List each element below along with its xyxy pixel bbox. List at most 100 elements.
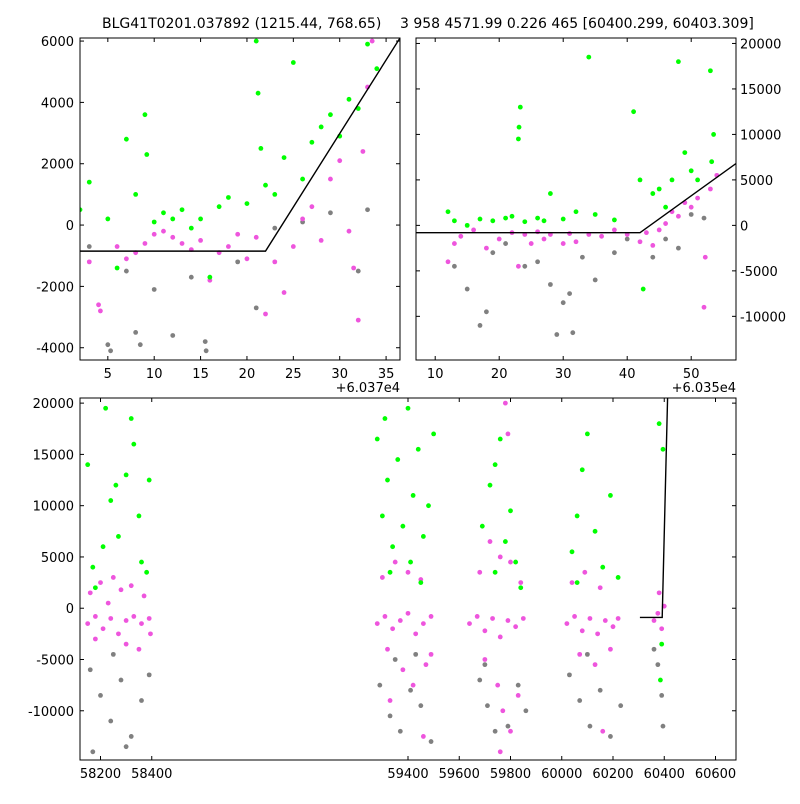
bottom-point-gray-15: [428, 739, 434, 744]
bottom-xtick-label-7: 60400: [644, 767, 685, 782]
top-left-point-green-19: [255, 90, 261, 96]
top-right-point-green-0: [445, 209, 451, 215]
top-right-point-magenta-26: [676, 213, 681, 219]
bottom-point-magenta-18: [128, 583, 134, 589]
bottom-point-magenta-2: [100, 626, 106, 632]
bottom-point-green-16: [379, 513, 385, 519]
bottom-point-magenta-64: [595, 631, 601, 637]
bottom-point-gray-11: [387, 713, 393, 719]
bottom-panel: 58200 58400 59400 59600 59800 60000 60200 60400…: [28, 397, 737, 782]
top-right-point-green-2: [464, 222, 470, 228]
bottom-point-green-27: [387, 569, 393, 575]
bottom-point-magenta-74: [600, 728, 606, 734]
top-left-point-gray-3: [123, 268, 129, 274]
top-right-point-green-27: [682, 150, 688, 156]
top-left-point-gray-15: [328, 210, 333, 216]
top-left-point-green-26: [309, 139, 315, 145]
top-left-point-green-10: [170, 216, 176, 222]
top-right-point-green-24: [663, 204, 668, 210]
top-left-point-magenta-3: [114, 244, 120, 249]
top-left-point-green-18: [253, 38, 259, 44]
bottom-point-magenta-9: [87, 590, 93, 596]
bottom-point-magenta-75: [651, 618, 657, 623]
bottom-ytick-label-6: 20000: [33, 397, 74, 412]
bottom-point-gray-25: [567, 672, 572, 678]
bottom-point-magenta-65: [602, 618, 608, 623]
top-left-point-magenta-0: [86, 259, 92, 265]
bottom-point-green-9: [103, 405, 109, 411]
bottom-point-magenta-4: [116, 631, 121, 637]
bottom-point-magenta-26: [420, 621, 426, 627]
top-right-point-magenta-10: [535, 229, 540, 235]
top-left-point-green-27: [318, 124, 324, 130]
bottom-point-green-22: [410, 493, 416, 498]
bottom-point-green-46: [608, 493, 613, 498]
top-right-point-magenta-23: [656, 227, 662, 233]
top-right-xtick-label-3: 40: [619, 367, 636, 382]
top-right-point-green-16: [586, 54, 592, 60]
top-right-point-magenta-20: [637, 239, 643, 245]
top-left-point-gray-7: [170, 333, 176, 338]
top-right-point-gray-18: [663, 236, 668, 242]
bottom-point-magenta-53: [495, 682, 501, 688]
top-right-point-gray-12: [570, 330, 576, 336]
top-right-point-magenta-15: [573, 239, 579, 245]
bottom-point-magenta-49: [497, 554, 503, 560]
top-right-xtick-label-0: 10: [427, 367, 444, 382]
bottom-point-magenta-44: [505, 618, 511, 623]
bottom-point-green-34: [497, 436, 503, 442]
top-left-point-magenta-33: [369, 38, 375, 44]
top-left-ytick-label-3: 2000: [41, 158, 74, 173]
top-left-point-gray-6: [151, 287, 157, 292]
top-left-point-gray-12: [253, 305, 259, 311]
top-left-point-green-22: [272, 192, 278, 197]
top-right-xtick-label-2: 30: [555, 367, 572, 382]
top-left-point-magenta-9: [170, 234, 176, 240]
bottom-plot-area: [85, 398, 669, 755]
bottom-point-magenta-76: [655, 610, 661, 616]
top-left-xtick-label-6: 35: [378, 367, 395, 382]
top-right-point-gray-16: [624, 236, 630, 242]
top-left-point-green-28: [328, 112, 333, 118]
top-right-point-gray-2: [477, 323, 483, 328]
bottom-ytick-label-4: 10000: [33, 500, 74, 515]
bottom-xtick-label-0: 58200: [80, 767, 121, 782]
bottom-point-magenta-35: [410, 682, 416, 688]
bottom-point-green-2: [100, 544, 106, 550]
top-right-point-green-15: [573, 209, 579, 215]
bottom-point-magenta-58: [505, 431, 511, 437]
top-right-point-green-6: [509, 213, 515, 219]
bottom-point-magenta-1: [92, 614, 98, 619]
bottom-point-green-8: [146, 477, 152, 483]
bottom-point-green-6: [131, 441, 137, 447]
bottom-point-magenta-28: [379, 575, 385, 580]
top-right-point-green-3: [477, 216, 483, 222]
bottom-point-magenta-32: [428, 651, 434, 657]
top-right-ytick-label-2: 0: [740, 219, 748, 234]
bottom-point-green-28: [408, 559, 413, 565]
top-right-point-green-19: [631, 109, 636, 115]
top-left-point-magenta-23: [300, 216, 306, 222]
top-left-point-gray-11: [235, 259, 241, 265]
top-left-point-magenta-10: [179, 241, 185, 246]
bottom-point-magenta-21: [382, 614, 388, 619]
bottom-point-green-38: [518, 585, 524, 591]
bottom-point-gray-1: [98, 692, 103, 698]
bottom-point-gray-20: [492, 728, 498, 734]
bottom-point-green-49: [656, 421, 662, 427]
bottom-point-gray-31: [584, 651, 590, 657]
top-right-point-magenta-32: [708, 186, 713, 192]
top-left-point-magenta-24: [309, 204, 315, 210]
top-left-point-magenta-7: [151, 231, 157, 237]
top-right-point-magenta-9: [528, 241, 534, 246]
bottom-point-gray-22: [515, 682, 521, 688]
bottom-point-green-45: [600, 564, 606, 570]
bottom-point-gray-26: [577, 698, 583, 703]
top-right-point-magenta-13: [560, 241, 566, 246]
top-left-point-green-0: [80, 207, 83, 213]
bottom-fit-line: [639, 398, 669, 619]
bottom-point-green-5: [123, 472, 129, 478]
bottom-point-magenta-25: [413, 631, 419, 637]
top-left-point-green-32: [365, 41, 370, 47]
